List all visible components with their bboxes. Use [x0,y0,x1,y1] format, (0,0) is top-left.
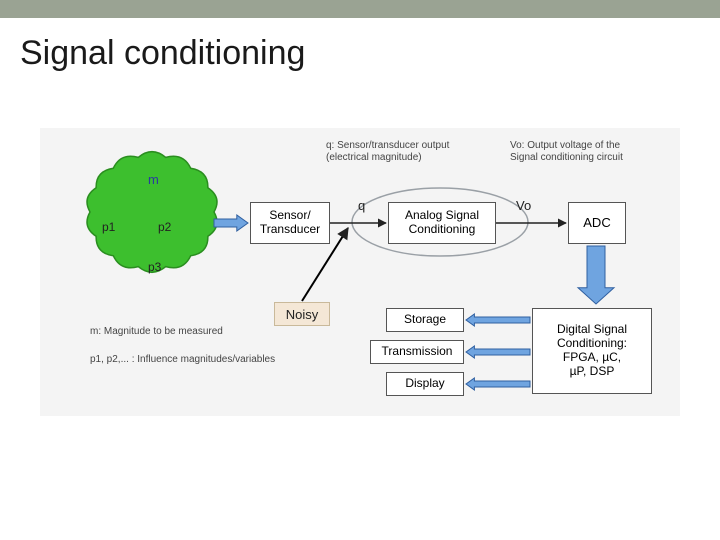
box-storage: Storage [386,308,464,332]
signal-vo-label: Vo [516,198,531,214]
box-transmit: Transmission [370,340,464,364]
cloud-shape [87,152,217,273]
signal-q-label: q [358,198,365,214]
label-q-desc: q: Sensor/transducer output(electrical m… [326,140,449,164]
footnote-p: p1, p2,... : Influence magnitudes/variab… [90,354,275,366]
cloud-label-p2: p2 [158,220,171,234]
footnote-m: m: Magnitude to be measured [90,326,223,338]
diagram-panel: m p1 p2 p3 q: Sensor/transducer output(e… [40,128,680,416]
cloud-label-m: m [148,172,159,188]
page-title: Signal conditioning [20,34,305,73]
box-display: Display [386,372,464,396]
noisy-callout: Noisy [274,302,330,326]
box-adc: ADC [568,202,626,244]
cloud-label-p3: p3 [148,260,161,274]
cloud-label-p1: p1 [102,220,115,234]
top-accent-bar [0,0,720,18]
box-dsp: Digital SignalConditioning:FPGA, µC,µP, … [532,308,652,394]
label-vo-desc: Vo: Output voltage of theSignal conditio… [510,140,623,164]
box-sensor: Sensor/Transducer [250,202,330,244]
box-analog: Analog SignalConditioning [388,202,496,244]
